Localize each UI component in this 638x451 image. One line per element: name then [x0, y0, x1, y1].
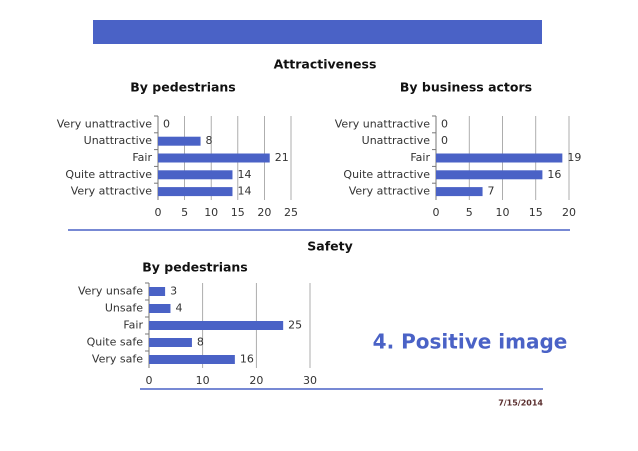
- x-tick-label: 20: [257, 206, 271, 219]
- y-tick-label: Very unattractive: [57, 117, 152, 130]
- data-label: 16: [547, 168, 561, 181]
- x-tick-label: 15: [231, 206, 245, 219]
- y-tick-label: Quite attractive: [343, 168, 430, 181]
- date: 7/15/2014: [498, 399, 543, 408]
- bar: [149, 287, 166, 296]
- y-tick-label: Very safe: [92, 353, 143, 366]
- bar: [436, 170, 543, 180]
- data-label: 3: [170, 285, 177, 298]
- y-tick-label: Very unattractive: [335, 117, 430, 130]
- section-heading: Attractiveness: [274, 57, 377, 72]
- x-tick-label: 10: [496, 206, 510, 219]
- bar: [149, 321, 284, 330]
- x-tick-label: 30: [303, 374, 317, 387]
- data-label: 14: [237, 185, 251, 198]
- x-tick-label: 5: [466, 206, 473, 219]
- data-label: 14: [237, 168, 251, 181]
- data-label: 7: [488, 185, 495, 198]
- data-label: 0: [163, 117, 170, 130]
- data-label: 8: [206, 134, 213, 147]
- x-tick-label: 10: [196, 374, 210, 387]
- data-label: 0: [441, 117, 448, 130]
- x-tick-label: 25: [284, 206, 298, 219]
- y-tick-label: Unattractive: [362, 134, 431, 147]
- x-tick-label: 0: [433, 206, 440, 219]
- chart-title: By business actors: [400, 80, 532, 95]
- x-tick-label: 20: [562, 206, 576, 219]
- bar: [149, 355, 235, 364]
- data-label: 0: [441, 134, 448, 147]
- bar: [158, 170, 233, 180]
- y-tick-label: Quite safe: [87, 336, 144, 349]
- y-tick-label: Very attractive: [71, 185, 153, 198]
- data-label: 16: [240, 353, 254, 366]
- bar: [149, 304, 171, 313]
- bar: [158, 187, 233, 197]
- slide-title: 4. Positive image: [373, 330, 568, 354]
- x-tick-label: 20: [249, 374, 263, 387]
- x-tick-label: 10: [204, 206, 218, 219]
- chart-title: By pedestrians: [142, 260, 248, 275]
- chart-title: By pedestrians: [130, 80, 236, 95]
- y-tick-label: Fair: [410, 151, 430, 164]
- y-tick-label: Very attractive: [349, 185, 431, 198]
- data-label: 8: [197, 336, 204, 349]
- y-tick-label: Quite attractive: [65, 168, 152, 181]
- bar: [158, 136, 201, 146]
- header-bar: [93, 20, 542, 44]
- x-tick-label: 5: [181, 206, 188, 219]
- y-tick-label: Fair: [123, 319, 143, 332]
- bar: [436, 187, 483, 197]
- data-label: 21: [275, 151, 289, 164]
- x-tick-label: 15: [529, 206, 543, 219]
- data-label: 4: [175, 302, 182, 315]
- x-tick-label: 0: [146, 374, 153, 387]
- data-label: 19: [567, 151, 581, 164]
- y-tick-label: Very unsafe: [78, 285, 143, 298]
- bar: [149, 338, 192, 347]
- bar: [436, 153, 563, 163]
- y-tick-label: Unattractive: [84, 134, 153, 147]
- y-tick-label: Fair: [132, 151, 152, 164]
- y-tick-label: Unsafe: [105, 302, 143, 315]
- bar: [158, 153, 270, 163]
- x-tick-label: 0: [155, 206, 162, 219]
- data-label: 25: [288, 319, 302, 332]
- section-heading: Safety: [307, 239, 352, 254]
